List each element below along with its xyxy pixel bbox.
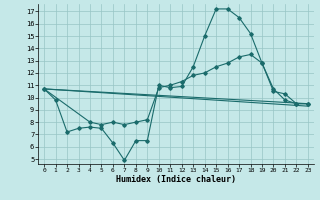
X-axis label: Humidex (Indice chaleur): Humidex (Indice chaleur) <box>116 175 236 184</box>
